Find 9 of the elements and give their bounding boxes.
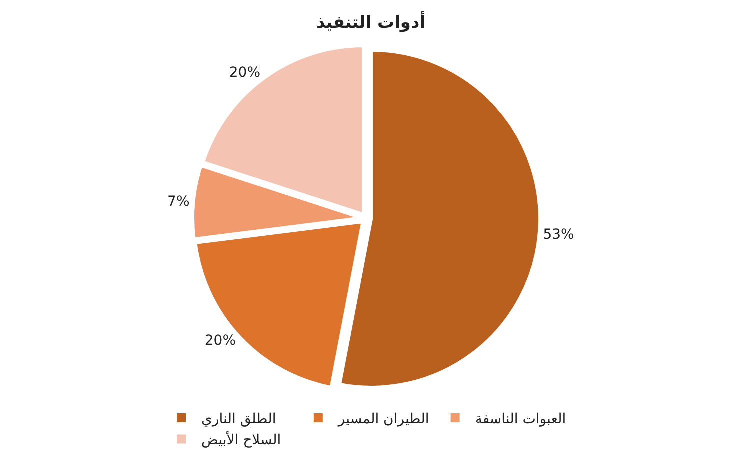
data-label: 7% <box>168 194 190 210</box>
data-label: 20% <box>204 333 236 350</box>
legend-label: العبوات الناسفة <box>475 411 566 428</box>
data-label: 20% <box>229 64 261 81</box>
legend-label: الطيران المسير <box>337 411 430 428</box>
chart-title: أدوات التنفيذ <box>316 11 426 34</box>
data-label: 53% <box>543 226 574 243</box>
legend-label: السلاح الأبيض <box>202 430 282 449</box>
legend-label: الطلق الناري <box>202 411 276 428</box>
